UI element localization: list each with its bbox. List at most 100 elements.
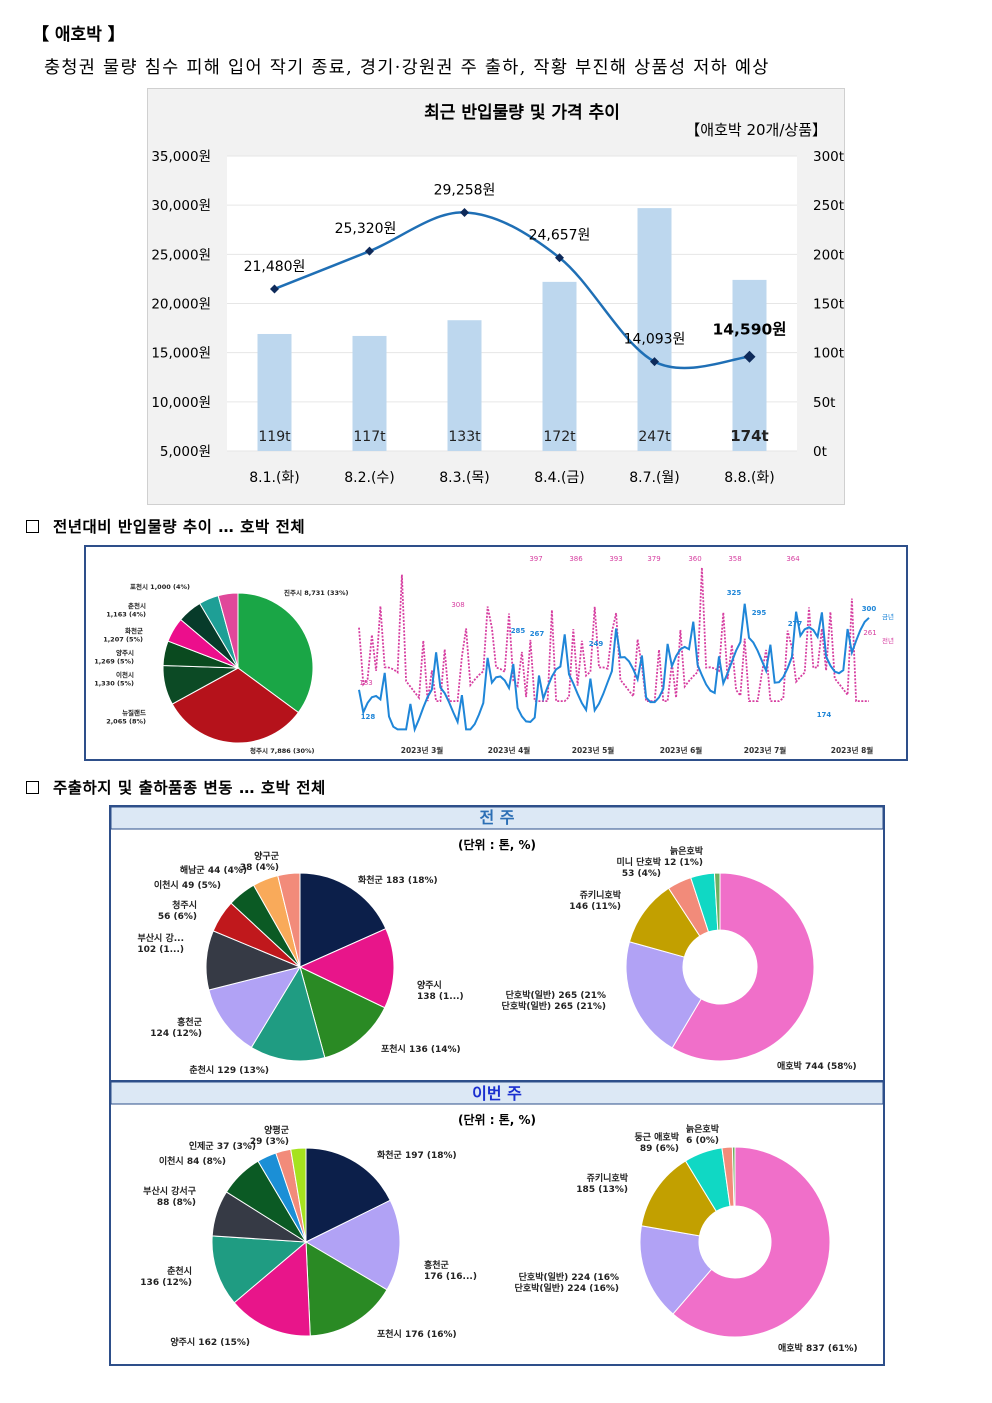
last-week-region-label: 홍천군 [177, 1016, 203, 1028]
last-year-label: 308 [451, 601, 464, 609]
this-week-region-slice [290, 1147, 307, 1243]
last-year-peak-label: 386 [569, 555, 583, 563]
this-week-region-label: 포천시 176 (16%) [377, 1329, 457, 1340]
price-point [270, 284, 279, 294]
x-tick-label: 8.4.(금) [534, 470, 585, 486]
volume-label: 172t [543, 429, 576, 445]
page-subtitle: 충청권 물량 침수 피해 입어 작기 종료, 경기·강원권 주 출하, 작황 부… [44, 58, 770, 78]
last-week-region-label: 56 (6%) [158, 912, 197, 922]
price-point [365, 246, 374, 256]
last-year-peak-label: 393 [609, 555, 622, 563]
right-tick-label: 50t [813, 395, 835, 411]
this-week-region-label: 춘천시 [167, 1265, 192, 1277]
left-tick-label: 5,000원 [160, 444, 211, 460]
chart-title: 최근 반입물량 및 가격 추이 [424, 103, 620, 123]
import-trend-panel: 진주시 8,731 (33%) 청주시 7,886 (30%) 뉴질랜드2,065 … [84, 545, 908, 761]
this-week-region-label: 136 (12%) [140, 1278, 192, 1288]
month-label: 2023년 5월 [572, 745, 615, 755]
last-week-region-label: 38 (4%) [240, 863, 279, 873]
month-label: 2023년 4월 [488, 745, 531, 755]
this-year-label: 128 [361, 713, 376, 721]
legend-last-year: 전년 [882, 636, 894, 645]
volume-label: 133t [448, 429, 481, 445]
last-week-region-slice [299, 872, 387, 968]
volume-bar [447, 320, 482, 451]
last-week-region-label: 124 (12%) [150, 1029, 202, 1039]
origin-label: 포천시 1,000 (4%) [130, 582, 190, 591]
this-week-region-label: 홍천군 [424, 1259, 450, 1271]
price-point [743, 350, 756, 363]
price-label: 25,320원 [335, 221, 397, 237]
last-week-region-slice [299, 966, 386, 1059]
price-label: 21,480원 [244, 259, 306, 275]
right-tick-label: 150t [813, 297, 844, 313]
this-week-region-label: 양평군 [264, 1124, 290, 1136]
this-week-variety-label: 6 (0%) [686, 1136, 719, 1146]
this-week-region-slice [304, 1199, 401, 1291]
price-label: 14,590원 [712, 321, 786, 339]
this-year-label: 295 [752, 609, 767, 617]
x-tick-label: 8.1.(화) [249, 470, 300, 486]
last-year-peak-label: 360 [688, 555, 701, 563]
origin-label: 2,065 (8%) [106, 718, 146, 726]
section-heading-import-trend: 전년대비 반입물량 추이 … 호박 전체 [26, 515, 305, 537]
right-tick-label: 0t [813, 444, 827, 460]
shipping-panel: 전 주 (단위 : 톤, %) 이번 주 (단위 : 톤, %) 화천군 183… [109, 805, 885, 1366]
last-week-variety-label: 146 (11%) [569, 902, 621, 912]
origin-share-pie: 진주시 8,731 (33%) 청주시 7,886 (30%) 뉴질랜드2,065 … [94, 582, 348, 755]
x-tick-label: 8.8.(화) [724, 470, 775, 486]
volume-label: 117t [353, 429, 386, 445]
last-week-region-label: 양주시 [417, 979, 442, 991]
this-week-region-label: 176 (16...) [424, 1272, 477, 1282]
last-week-region-label: 청주시 [172, 899, 197, 911]
last-year-line [358, 567, 869, 702]
volume-bar [542, 281, 577, 451]
this-week-variety-slice [731, 1146, 736, 1207]
this-week-region-slice [211, 1235, 308, 1304]
last-week-region-slice [208, 966, 302, 1049]
origin-slice [171, 667, 300, 744]
this-week-variety-label: 둥근 애호박 [634, 1131, 679, 1143]
plot-area: 35,000원 30,000원 25,000원 20,000원 15,000원 10,00… [151, 149, 844, 486]
month-label: 2023년 7월 [744, 745, 787, 755]
last-week-region-label: 화천군 183 (18%) [358, 874, 438, 886]
page-title: 【 애호박 】 [32, 25, 125, 45]
last-year-label: 183 [359, 679, 372, 687]
x-tick-label: 8.7.(월) [629, 470, 680, 486]
origin-label: 이천시 [116, 670, 134, 679]
last-year-peak-label: 364 [786, 555, 800, 563]
this-week-variety-label: 89 (6%) [640, 1144, 679, 1154]
this-week-band: 이번 주 [472, 1084, 522, 1103]
origin-label: 1,330 (5%) [94, 680, 134, 688]
volume-bar [732, 279, 767, 451]
this-week-region-label: 29 (3%) [250, 1137, 289, 1147]
last-year-peak-label: 358 [728, 555, 741, 563]
yearly-line-chart: 397 386 393 379 360 358 364 308 183 261 128 285 267 2… [358, 555, 894, 755]
last-week-variety-label: 12 (1%) [664, 858, 703, 868]
left-tick-label: 10,000원 [151, 395, 211, 411]
left-tick-label: 30,000원 [151, 198, 211, 214]
this-year-label: 300 [862, 605, 877, 613]
origin-label: 1,163 (4%) [106, 611, 146, 619]
origin-label: 진주시 8,731 (33%) [284, 588, 349, 597]
price-label: 14,093원 [624, 332, 686, 348]
this-week-region-label: 인제군 37 (3%) [189, 1140, 256, 1152]
this-week-variety-label: 단호박(일반) 224 (16%) [515, 1282, 619, 1294]
last-year-peak-label: 397 [529, 555, 542, 563]
this-week-region-slice [305, 1147, 391, 1243]
left-tick-label: 20,000원 [151, 297, 211, 313]
x-tick-label: 8.2.(수) [344, 470, 395, 486]
last-week-region-label: 포천시 136 (14%) [381, 1044, 461, 1055]
section-heading-shipping: 주출하지 및 출하품종 변동 … 호박 전체 [26, 776, 326, 798]
month-label: 2023년 6월 [660, 745, 703, 755]
this-year-label: 267 [530, 630, 545, 638]
month-label: 2023년 8월 [831, 745, 874, 755]
last-week-variety-label: 단호박(일반) 265 (21% [506, 989, 606, 1001]
price-label: 24,657원 [529, 228, 591, 244]
last-week-variety-label: 늙은호박 [670, 845, 704, 857]
legend-this-year: 금년 [882, 612, 894, 621]
last-week-region-label: 이천시 49 (5%) [154, 879, 221, 891]
last-week-variety-label: 미니 단호박 [616, 856, 661, 868]
this-week-region-label: 이천시 84 (8%) [159, 1155, 226, 1167]
